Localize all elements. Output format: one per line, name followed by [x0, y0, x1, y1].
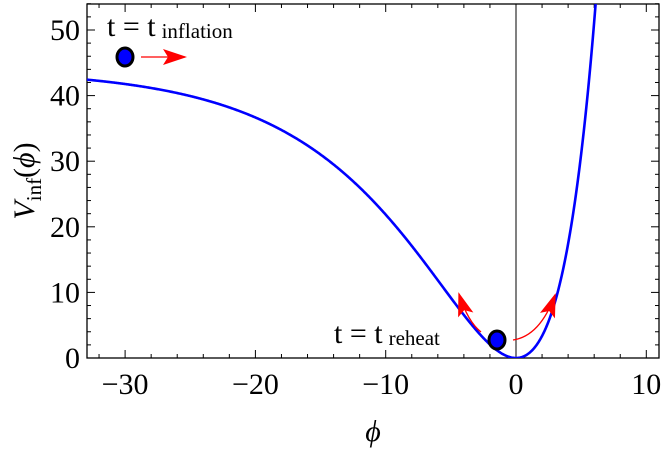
y-axis-label: Vinf(ϕ) — [8, 142, 46, 219]
ball-reheat — [487, 329, 507, 351]
y-tick-label: 0 — [65, 342, 80, 375]
x-tick-label: −30 — [102, 368, 149, 401]
x-tick-label: −10 — [362, 368, 409, 401]
annotation-reheat: t = t reheat — [334, 317, 440, 350]
svg-text:Vinf(ϕ): Vinf(ϕ) — [8, 142, 46, 219]
x-tick-label: 0 — [509, 368, 524, 401]
y-axis-label-arg: ( — [8, 168, 41, 178]
x-axis-label: ϕ — [365, 415, 381, 448]
plot-frame — [86, 3, 660, 359]
y-tick-labels: 0 10 20 30 40 50 — [50, 14, 80, 375]
arrow-up-right-icon — [512, 293, 556, 341]
ball-inflation — [115, 46, 135, 68]
annotation-inflation: t = t inflation — [107, 10, 233, 43]
axis-ticks — [87, 3, 659, 359]
y-tick-label: 10 — [50, 276, 80, 309]
x-tick-labels: −30 −20 −10 0 10 — [102, 368, 662, 401]
arrow-up-left-icon — [458, 292, 482, 333]
x-tick-label: −20 — [232, 368, 279, 401]
y-tick-label: 30 — [50, 145, 80, 178]
y-tick-label: 40 — [50, 80, 80, 113]
x-tick-label: 10 — [631, 368, 661, 401]
y-tick-label: 20 — [50, 211, 80, 244]
potential-curve — [87, 4, 597, 358]
y-tick-label: 50 — [50, 14, 80, 47]
